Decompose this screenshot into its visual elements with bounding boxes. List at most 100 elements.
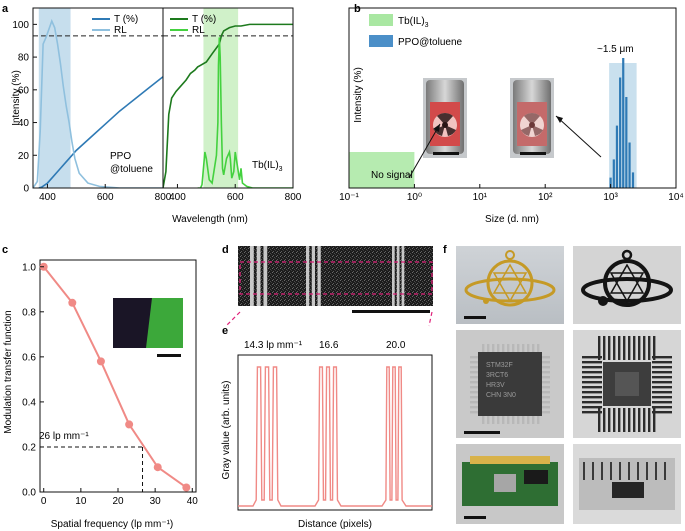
pin	[542, 386, 550, 389]
pin	[470, 361, 478, 364]
pin	[517, 344, 520, 352]
panel-e: e Gray value (arb. units) Distance (pixe…	[221, 325, 433, 530]
panel-d: d	[222, 244, 433, 327]
arrow-size	[555, 115, 602, 158]
pin	[470, 391, 478, 394]
pin	[542, 396, 550, 399]
d-bar	[306, 246, 310, 306]
d-bar	[263, 246, 268, 306]
b-legend-ppo: PPO@toluene	[398, 37, 463, 48]
pin	[507, 416, 510, 424]
pin-xray	[652, 411, 672, 414]
b-size-annot: ~1.5 μm	[597, 44, 634, 55]
chart-a-right: 400 600 800	[162, 7, 302, 203]
mtf-point	[153, 463, 162, 472]
d-zoom-right	[428, 311, 433, 327]
x-tick-label: 0	[41, 496, 47, 507]
pin-xray	[598, 336, 601, 360]
pin	[470, 386, 478, 389]
pin-xray	[603, 336, 606, 360]
pin	[527, 344, 530, 352]
y-tick-label: 0.6	[22, 352, 36, 363]
pin	[482, 344, 485, 352]
profile-line	[238, 366, 432, 507]
pin-xray	[582, 386, 602, 389]
pin	[542, 406, 550, 409]
x-tick-label: 10	[75, 496, 87, 507]
d-bars	[250, 246, 405, 306]
panel-a: a 400 600 800 0 20 40 60 80 100 400 600 800 Intens…	[2, 3, 302, 225]
pin-xray	[652, 396, 672, 399]
b-legend-tb: Tb(IL)3	[398, 16, 429, 29]
x-tick-label: 800	[285, 192, 302, 203]
panel-label-d: d	[222, 244, 229, 256]
panel-f: f STM32F 3RCT6	[443, 244, 681, 524]
chart-a-left: 400 600 800 0 20 40 60 80 100	[12, 7, 172, 203]
pin	[470, 401, 478, 404]
pin-xray	[618, 408, 621, 432]
chart-e	[237, 354, 433, 511]
a-ylabel: Intensity (%)	[11, 70, 22, 126]
x-tick-label: 10⁰	[407, 192, 422, 203]
pin-xray	[582, 396, 602, 399]
b-ylabel: Intensity (%)	[353, 67, 364, 123]
x-tick-label: 400	[169, 192, 186, 203]
panel-label-e: e	[222, 325, 228, 337]
pin-xray	[643, 408, 646, 432]
b-no-signal: No signal	[371, 170, 413, 181]
plot-frame	[237, 354, 433, 511]
bar	[631, 172, 635, 188]
x-tick-label: 20	[112, 496, 124, 507]
f-xray-pcb	[573, 444, 681, 524]
mtf-point	[96, 357, 105, 366]
arrow-no-signal	[408, 123, 441, 179]
d-bar	[396, 246, 400, 306]
a-annot-tb: Tb(IL)3	[252, 160, 283, 173]
series-RL	[197, 37, 293, 188]
pin-xray	[628, 408, 631, 432]
d-bar	[250, 246, 254, 306]
pin	[502, 344, 505, 352]
series-RL	[33, 18, 163, 188]
y-tick-label: 60	[18, 85, 30, 96]
c-inset-image	[113, 298, 183, 357]
pin	[542, 366, 550, 369]
pin	[470, 381, 478, 384]
d-bar	[317, 246, 321, 306]
e-xlabel: Distance (pixels)	[298, 519, 372, 530]
a-left-legend-T: T (%)	[114, 14, 138, 25]
pin	[512, 416, 515, 424]
pin-xray	[582, 356, 602, 359]
pin-xray	[648, 408, 651, 432]
pin	[522, 344, 525, 352]
pin	[507, 344, 510, 352]
pin-xray	[582, 381, 602, 384]
pin-xray	[618, 336, 621, 360]
series-T	[163, 23, 293, 188]
y-tick-label: 20	[18, 151, 30, 162]
y-tick-label: 100	[12, 20, 29, 31]
pin	[470, 406, 478, 409]
pin	[497, 416, 500, 424]
f-xray-charm	[573, 246, 681, 324]
f-photo-chip: STM32F 3RCT6 HR3V CHN 3N0	[456, 330, 564, 438]
f-photo-pcb	[456, 444, 564, 524]
pin	[487, 344, 490, 352]
mtf-point	[125, 420, 134, 429]
plot-frame	[348, 7, 677, 189]
b-legend-ppo-swatch	[369, 35, 393, 47]
pin-xray	[623, 408, 626, 432]
b-xlabel: Size (d. nm)	[485, 214, 539, 225]
mtf-line	[42, 266, 187, 489]
pin-xray	[652, 381, 672, 384]
bar	[615, 125, 619, 188]
d-image	[238, 246, 433, 306]
pin	[537, 344, 540, 352]
pin-xray	[643, 336, 646, 360]
e-group-label-2: 16.6	[319, 340, 339, 351]
pin	[470, 411, 478, 414]
f-xray-chip	[573, 330, 681, 438]
x-tick-label: 40	[187, 496, 199, 507]
pin	[532, 344, 535, 352]
x-tick-label: 600	[227, 192, 244, 203]
